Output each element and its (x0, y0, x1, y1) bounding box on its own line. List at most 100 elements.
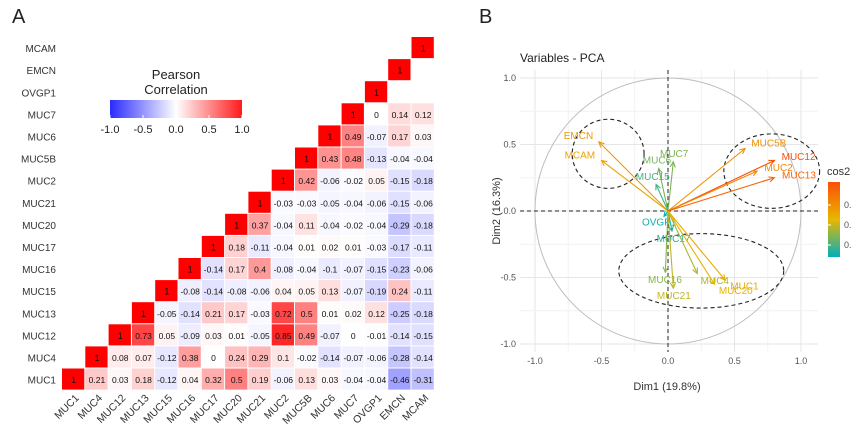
heatmap-cell (178, 324, 201, 346)
row-label-muc5b: MUC5B (21, 155, 56, 166)
heatmap-cell-diagonal (108, 324, 131, 346)
y-tick-label: 1.0 (503, 73, 516, 83)
heatmap-cell-value: -0.25 (390, 309, 410, 319)
vector-arrowhead (751, 170, 759, 177)
heatmap-cell (388, 213, 411, 235)
heatmap-cell (341, 346, 364, 368)
heatmap-cell-diagonal-value: 1 (94, 353, 99, 363)
vector-arrowhead (669, 160, 676, 168)
vector-label-muc16: MUC16 (648, 275, 682, 286)
vector-label-muc13: MUC13 (782, 170, 816, 181)
heatmap-cell (388, 346, 411, 368)
vector-muc7 (667, 161, 674, 212)
heatmap-cell-value: -0.06 (250, 287, 270, 297)
vector-muc2 (667, 170, 758, 212)
heatmap-cell-diagonal-value: 1 (141, 309, 146, 319)
heatmap-cell-diagonal (341, 103, 364, 125)
vector-arrowhead (669, 282, 677, 290)
heatmap-cell (131, 324, 155, 346)
heatmap-cell (411, 169, 434, 191)
heatmap-cell-value: -0.15 (413, 331, 433, 341)
heatmap-cell-value: -0.14 (320, 353, 340, 363)
heatmap-cell (201, 258, 225, 280)
heatmap-cell (341, 191, 364, 213)
x-tick-label: -1.0 (527, 356, 543, 366)
heatmap-cell-value: -0.11 (414, 287, 433, 297)
x-tick-label: 0.5 (728, 356, 741, 366)
correlation-heatmap: 1 1 1 1 0 0.14 0.12 1 0.49 -0.07 0.17 0.03 1 0.43 0.48… (21, 37, 434, 427)
heatmap-cell (411, 191, 434, 213)
vector-arrowhead (739, 147, 747, 155)
vector-mcam (601, 160, 669, 212)
heatmap-cell (201, 324, 225, 346)
heatmap-cell-value: 0.48 (345, 154, 362, 164)
vector-label-ovgp1: OVGP1 (642, 218, 677, 229)
heatmap-cell-value: 0.13 (322, 287, 339, 297)
heatmap-cell-value: -0.05 (250, 331, 270, 341)
heatmap-cell (225, 258, 248, 280)
heatmap-cell (411, 235, 434, 257)
vector-emcn (598, 141, 669, 212)
heatmap-cell-value: -0.15 (367, 265, 387, 275)
cos2-tick-label: 0. (844, 200, 852, 210)
vector-muc15 (655, 184, 669, 212)
cos2-tick-label: 0. (844, 220, 852, 230)
heatmap-cell-diagonal-value: 1 (281, 176, 286, 186)
heatmap-cell-value: 0.17 (228, 309, 245, 319)
vector-muc6 (658, 168, 669, 212)
pearson-legend: Pearson Correlation -1.0 -0.5 0.0 0.5 1.0 (101, 67, 250, 136)
heatmap-cell (364, 324, 388, 346)
heatmap-cell-value: -0.02 (344, 220, 364, 230)
vector-arrowhead (597, 140, 605, 148)
row-label-emcn: EMCN (27, 66, 56, 77)
heatmap-cell (271, 235, 294, 257)
heatmap-cell-diagonal (318, 125, 341, 147)
pca-xlabel: Dim1 (19.8%) (633, 381, 700, 393)
heatmap-cell-value: 0.03 (322, 375, 339, 385)
heatmap-cell-value: -0.04 (320, 220, 340, 230)
heatmap-cell-value: -0.06 (274, 375, 294, 385)
heatmap-cell-value: -0.07 (320, 331, 340, 341)
row-label-muc2: MUC2 (28, 177, 57, 188)
heatmap-cell-value: 0.37 (252, 220, 269, 230)
heatmap-cell (295, 235, 318, 257)
heatmap-cell (225, 368, 248, 390)
heatmap-cell-diagonal-value: 1 (211, 242, 216, 252)
heatmap-cell (364, 125, 388, 147)
x-tick-label: -0.5 (594, 356, 610, 366)
vector-arrowhead (709, 278, 716, 286)
heatmap-cell (295, 302, 318, 324)
heatmap-cell-value: 0.21 (89, 375, 106, 385)
heatmap-cell (201, 346, 225, 368)
row-label-muc1: MUC1 (28, 376, 57, 387)
row-label-muc4: MUC4 (28, 353, 57, 364)
legend-tick-label: 0.0 (168, 124, 183, 136)
heatmap-cell (341, 302, 364, 324)
heatmap-cell (155, 346, 178, 368)
heatmap-cell (388, 103, 411, 125)
heatmap-cell-diagonal-value: 1 (421, 44, 426, 54)
heatmap-cell (411, 368, 434, 390)
heatmap-cell-value: -0.14 (413, 353, 433, 363)
heatmap-cell-diagonal-value: 1 (304, 154, 309, 164)
heatmap-cell (364, 346, 388, 368)
heatmap-cell-value: -0.04 (413, 154, 433, 164)
heatmap-cell-value: -0.05 (320, 198, 340, 208)
heatmap-cell-value: 0.5 (301, 309, 313, 319)
heatmap-cell-diagonal (62, 368, 85, 390)
heatmap-cell-value: -0.02 (297, 353, 317, 363)
heatmap-cell (318, 235, 341, 257)
vector-label-muc5b: MUC5B (751, 138, 786, 149)
heatmap-cell-diagonal (248, 191, 271, 213)
heatmap-cell (295, 280, 318, 302)
heatmap-cell (341, 258, 364, 280)
heatmap-cell-diagonal-value: 1 (327, 132, 332, 142)
vector-label-muc20: MUC20 (719, 286, 753, 297)
x-tick-label: 0.0 (662, 356, 675, 366)
heatmap-cell (318, 147, 341, 169)
heatmap-cell-diagonal (271, 169, 294, 191)
heatmap-cell (411, 302, 434, 324)
row-label-muc13: MUC13 (22, 309, 56, 320)
heatmap-cell (155, 324, 178, 346)
x-tick-label: 1.0 (795, 356, 808, 366)
